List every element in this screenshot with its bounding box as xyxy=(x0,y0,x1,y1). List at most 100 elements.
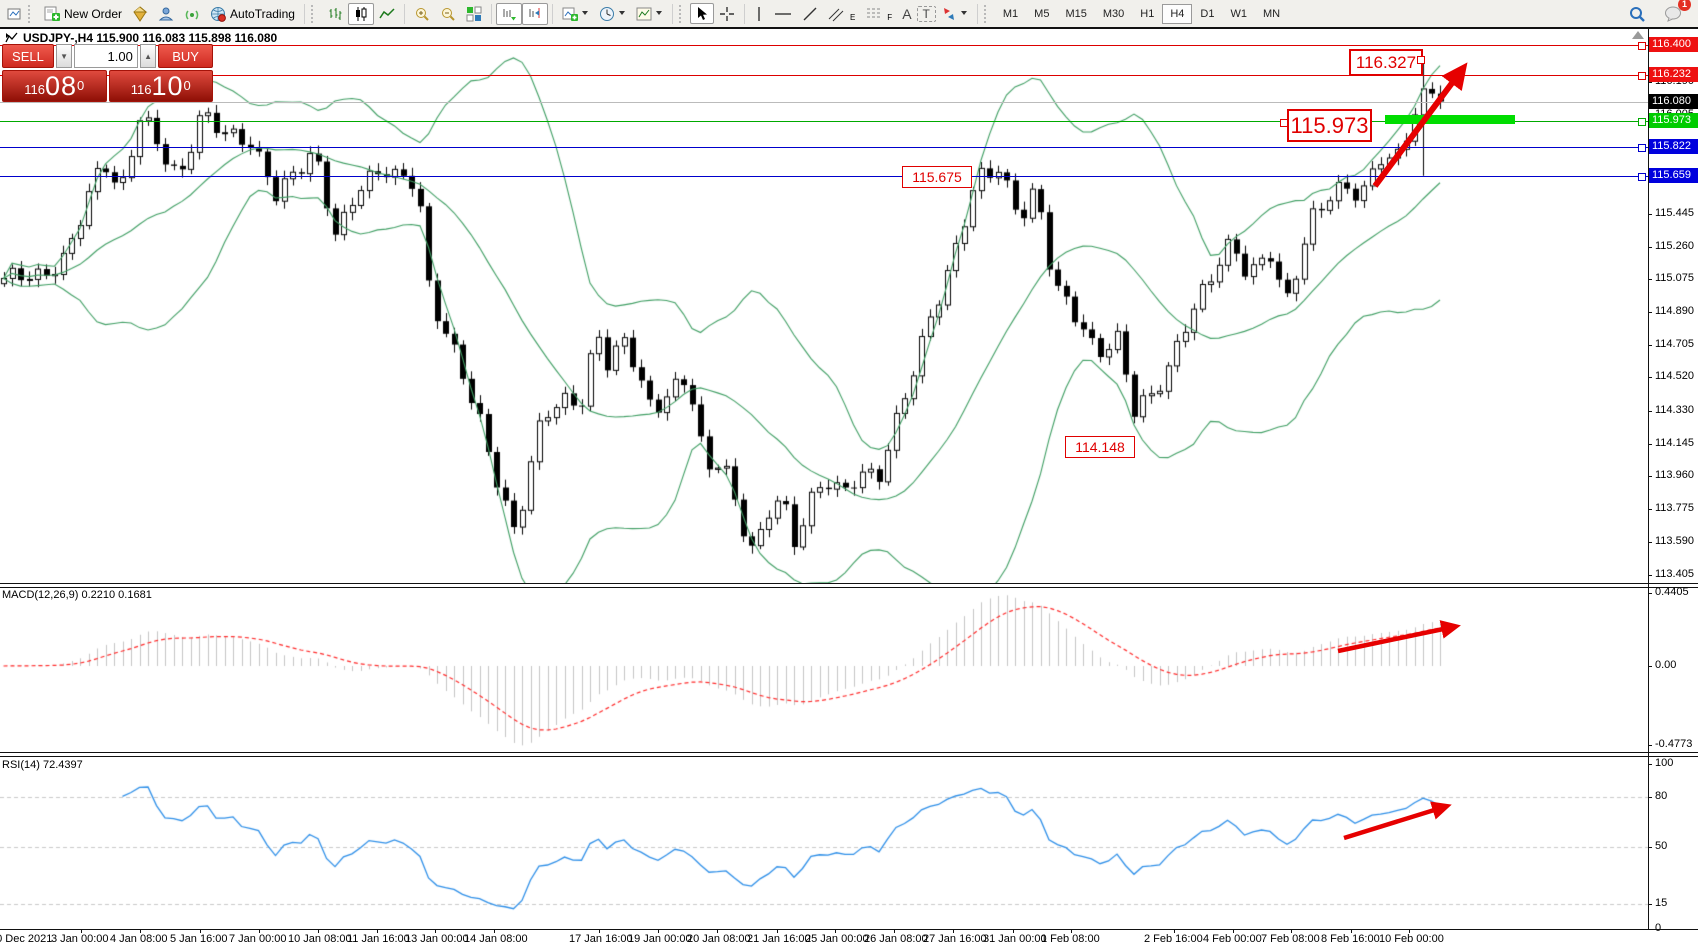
sell-price-button[interactable]: 116 08 0 xyxy=(2,70,107,102)
new-chart-dropdown[interactable] xyxy=(557,3,594,25)
sell-button[interactable]: SELL xyxy=(2,44,54,68)
notifications-icon[interactable]: 1 xyxy=(1659,0,1691,25)
date-label: 20 Jan 08:00 xyxy=(687,933,751,944)
timeframe-m1[interactable]: M1 xyxy=(1002,7,1019,20)
bar-chart-mode-icon[interactable] xyxy=(322,3,348,25)
chart-shift-marker[interactable] xyxy=(1632,31,1644,39)
timeframe-d1[interactable]: D1 xyxy=(1200,7,1215,20)
date-tick-mark xyxy=(200,929,201,933)
templates-dropdown[interactable] xyxy=(631,3,668,25)
timeframe-m5[interactable]: M5 xyxy=(1034,7,1050,20)
trendline-tool-icon[interactable] xyxy=(797,3,823,25)
candlestick-mode-icon[interactable] xyxy=(347,2,374,25)
buy-price-button[interactable]: 116 10 0 xyxy=(108,70,213,102)
text-tool-icon[interactable]: A xyxy=(897,3,916,25)
channel-tool-icon[interactable]: E xyxy=(823,3,860,25)
toolbar-separator xyxy=(743,3,745,24)
price-tick-mark xyxy=(1648,345,1652,346)
horizontal-line-116.080[interactable] xyxy=(0,102,1648,103)
timeframe-h1[interactable]: H1 xyxy=(1140,7,1155,20)
search-icon[interactable] xyxy=(1623,2,1651,26)
fibonacci-tool-icon[interactable]: F xyxy=(860,3,897,25)
date-label: 14 Jan 08:00 xyxy=(464,933,528,944)
timeframe-m30[interactable]: M30 xyxy=(1102,7,1125,20)
tile-windows-icon[interactable] xyxy=(461,3,487,25)
price-tick-mark xyxy=(1648,509,1652,510)
price-tick-mark xyxy=(1648,575,1652,576)
toolbar-grip xyxy=(310,4,318,23)
date-tick-mark xyxy=(1351,929,1352,933)
timeframe-m15[interactable]: M15 xyxy=(1065,7,1087,20)
toolbar-separator xyxy=(303,3,305,24)
price-tick-label: 113.960 xyxy=(1655,469,1694,482)
rsi-panel-canvas[interactable] xyxy=(0,755,1648,929)
market-icon[interactable] xyxy=(127,3,153,25)
date-tick-mark xyxy=(717,929,718,933)
annotation-label-115.675[interactable]: 115.675 xyxy=(902,166,972,188)
horizontal-line-115.659[interactable] xyxy=(0,176,1648,177)
vertical-line-tool-icon[interactable] xyxy=(749,3,769,25)
line-anchor-square xyxy=(1638,42,1646,50)
date-label: 7 Feb 08:00 xyxy=(1261,933,1320,944)
signals-icon[interactable] xyxy=(179,3,205,25)
horizontal-line-116.400[interactable] xyxy=(0,45,1648,46)
chart-symbol-icon xyxy=(5,32,18,43)
main-chart-canvas[interactable] xyxy=(0,30,1648,583)
horizontal-line-116.232[interactable] xyxy=(0,75,1648,76)
annotation-label-116.327[interactable]: 116.327 xyxy=(1349,49,1423,76)
horizontal-line-115.822[interactable] xyxy=(0,147,1648,148)
community-icon[interactable] xyxy=(153,3,179,25)
panel-splitter-macd[interactable] xyxy=(0,583,1698,588)
price-tick-label: 113.775 xyxy=(1655,502,1694,515)
date-label: 17 Jan 16:00 xyxy=(569,933,633,944)
rsi-tick-mark xyxy=(1648,904,1652,905)
panel-splitter-rsi[interactable] xyxy=(0,752,1698,757)
price-tick-mark xyxy=(1648,279,1652,280)
rsi-tick-mark xyxy=(1648,797,1652,798)
volume-decrease-button[interactable]: ▼ xyxy=(55,44,73,68)
volume-input[interactable]: 1.00 xyxy=(74,44,138,68)
toolbar-grip xyxy=(983,4,991,23)
autotrading-button[interactable]: AutoTrading xyxy=(205,3,300,25)
rsi-tick-mark xyxy=(1648,929,1652,930)
date-label: 31 Jan 00:00 xyxy=(983,933,1047,944)
rsi-tick-label: 0 xyxy=(1655,922,1662,934)
timeframe-mn[interactable]: MN xyxy=(1262,7,1281,20)
date-label: 2 Feb 16:00 xyxy=(1144,933,1203,944)
price-tick-label: 113.590 xyxy=(1655,534,1694,547)
price-tick-mark xyxy=(1648,312,1652,313)
horizontal-line-tool-icon[interactable] xyxy=(769,3,797,25)
date-label: 10 Feb 00:00 xyxy=(1379,933,1444,944)
volume-increase-button[interactable]: ▲ xyxy=(139,44,157,68)
periods-dropdown[interactable] xyxy=(594,3,631,25)
annotation-anchor-square xyxy=(1280,119,1288,127)
price-tick-mark xyxy=(1648,476,1652,477)
line-chart-mode-icon[interactable] xyxy=(374,3,400,25)
zoom-out-icon[interactable] xyxy=(435,3,461,25)
date-label: 25 Jan 00:00 xyxy=(805,933,869,944)
new-order-button[interactable]: New Order xyxy=(39,3,127,25)
buy-button[interactable]: BUY xyxy=(158,44,213,68)
toolbar-separator xyxy=(403,3,405,24)
green-highlight-bar[interactable] xyxy=(1385,115,1515,124)
price-badge-115.822: 115.822 xyxy=(1649,139,1698,155)
window-menu-icon[interactable] xyxy=(2,4,26,24)
auto-scroll-icon[interactable] xyxy=(495,2,522,25)
timeframe-h4[interactable]: H4 xyxy=(1162,3,1193,24)
date-tick-mark xyxy=(658,929,659,933)
annotation-label-115.973[interactable]: 115.973 xyxy=(1287,109,1372,142)
cursor-tool-icon[interactable] xyxy=(689,3,714,24)
timeframe-w1[interactable]: W1 xyxy=(1230,7,1247,20)
zoom-in-icon[interactable] xyxy=(409,3,435,25)
date-label: 4 Feb 00:00 xyxy=(1203,933,1262,944)
chart-shift-icon[interactable] xyxy=(521,2,548,25)
price-badge-116.400: 116.400 xyxy=(1649,37,1698,53)
macd-panel-canvas[interactable] xyxy=(0,586,1648,752)
date-label: 10 Jan 08:00 xyxy=(288,933,352,944)
arrows-tool-dropdown[interactable] xyxy=(936,3,973,25)
date-label: 21 Jan 16:00 xyxy=(747,933,811,944)
crosshair-tool-icon[interactable] xyxy=(714,3,740,25)
annotation-label-114.148[interactable]: 114.148 xyxy=(1065,436,1135,458)
horizontal-line-115.973[interactable] xyxy=(0,121,1648,122)
text-label-tool-icon[interactable]: T xyxy=(916,5,936,22)
